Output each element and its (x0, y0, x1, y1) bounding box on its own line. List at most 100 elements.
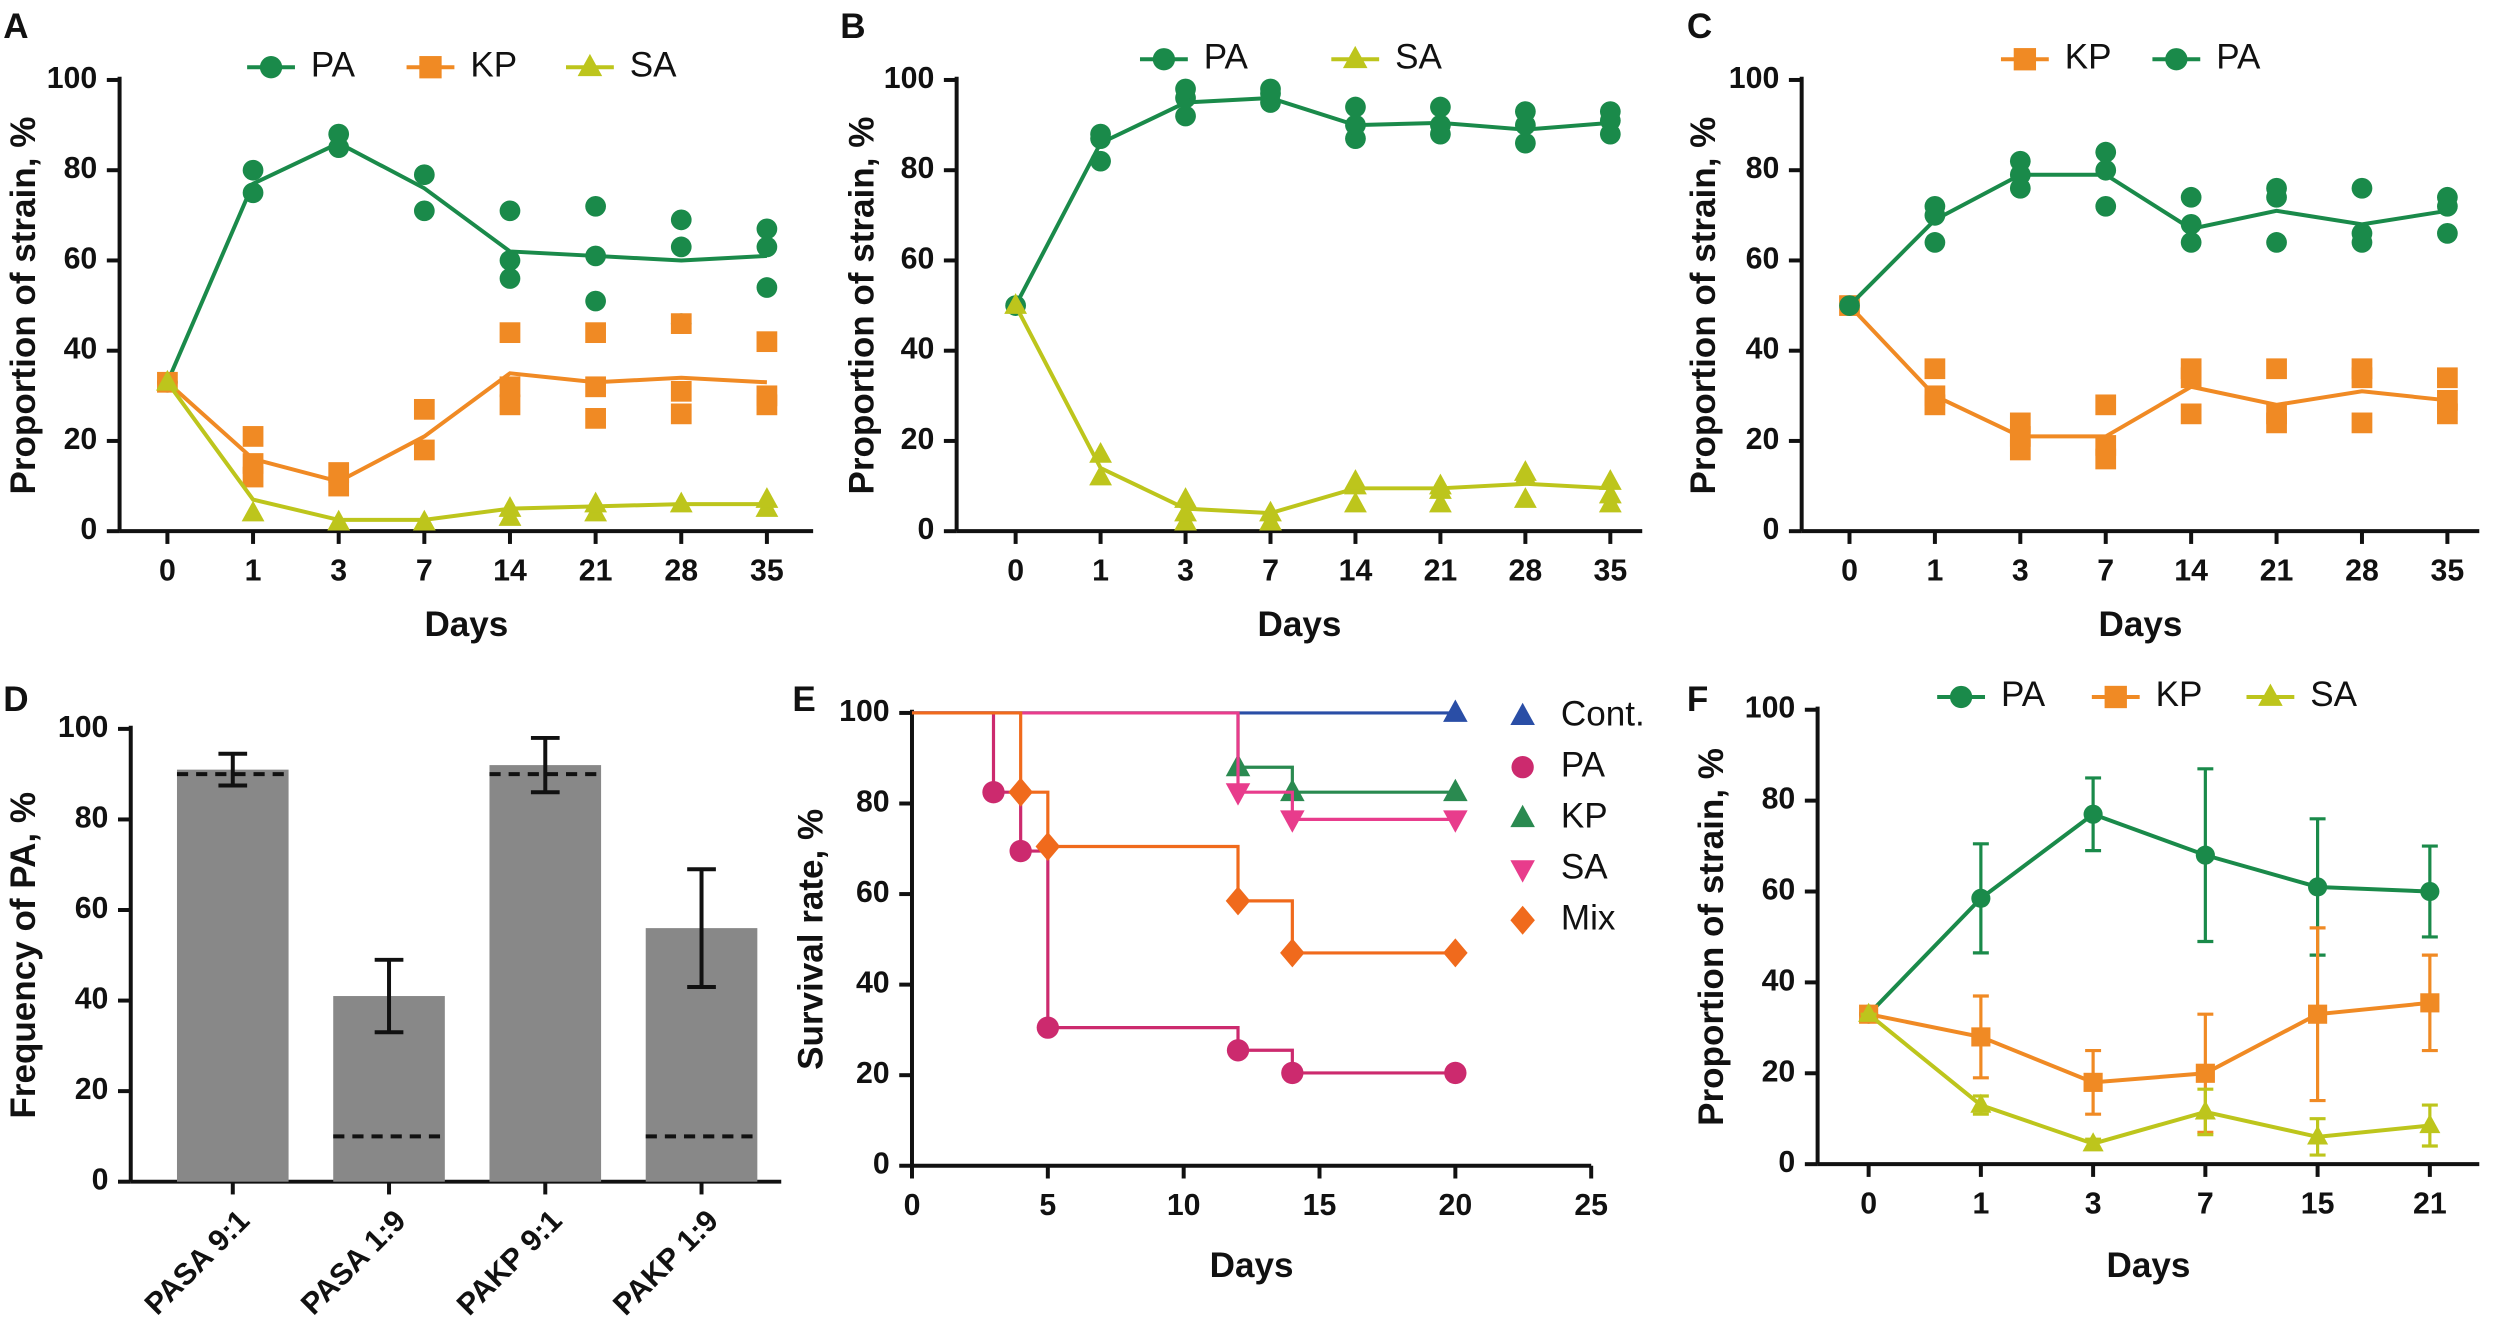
marker (242, 182, 264, 204)
marker (1839, 295, 1860, 316)
x-tick-label: 21 (1424, 555, 1458, 588)
marker (1510, 860, 1535, 883)
panel-letter: A (3, 7, 28, 46)
y-tick-label: 0 (1778, 1146, 1795, 1179)
y-tick-label: 40 (75, 983, 109, 1016)
series-line (1848, 304, 2448, 439)
y-tick-label: 60 (901, 242, 935, 275)
x-tick-label: 5 (1039, 1189, 1056, 1222)
x-tick-label: PAKP 1:9 (607, 1204, 725, 1322)
x-tick-label: PAKP 9:1 (451, 1204, 569, 1322)
x-tick-label: 7 (1262, 555, 1279, 588)
marker (2104, 685, 2127, 709)
marker (585, 290, 606, 312)
legend-label: PA (2001, 675, 2046, 714)
marker (1924, 358, 1946, 380)
marker (756, 385, 778, 407)
marker (2082, 1132, 2104, 1152)
marker (756, 236, 778, 258)
x-tick-label: 0 (904, 1189, 921, 1222)
marker (1971, 888, 1991, 908)
error-bar (374, 957, 404, 1035)
marker (1344, 491, 1367, 513)
series-line (1868, 1000, 2431, 1085)
y-tick-label: 40 (64, 333, 98, 366)
series-line (1867, 812, 2430, 1016)
marker (1259, 500, 1282, 522)
error-bar (530, 735, 560, 795)
series-line (166, 371, 768, 484)
marker (1515, 101, 1536, 122)
marker (1090, 150, 1111, 172)
legend-label: KP (470, 45, 517, 84)
y-tick-label: 20 (64, 423, 98, 456)
y-tick-label: 40 (1762, 964, 1796, 997)
marker (2351, 358, 2373, 380)
marker (413, 200, 435, 222)
marker (1004, 293, 1028, 314)
marker (2266, 232, 2287, 253)
y-axis-label: Proportion of strain, % (842, 117, 881, 495)
marker (2307, 1125, 2329, 1145)
x-tick-label: 1 (1972, 1188, 1989, 1221)
x-tick-label: 28 (664, 555, 698, 588)
y-tick-label: 100 (1729, 62, 1780, 95)
marker (242, 453, 264, 474)
marker (2095, 394, 2117, 416)
legend-label: SA (630, 45, 677, 84)
x-tick-label: 7 (416, 555, 433, 588)
marker (1036, 1016, 1059, 1039)
y-tick-label: 20 (75, 1073, 109, 1106)
marker (2195, 845, 2215, 865)
marker (1510, 702, 1535, 726)
legend-label: PA (311, 45, 356, 84)
x-axis-label: Days (2107, 1246, 2191, 1285)
marker (1443, 778, 1468, 802)
x-tick-label: 21 (579, 555, 613, 588)
y-tick-label: 0 (80, 513, 97, 546)
y-tick-label: 100 (839, 695, 890, 728)
x-tick-label: 3 (330, 555, 347, 588)
y-axis-label: Proportion of strain, % (4, 117, 43, 495)
marker (1152, 48, 1176, 71)
marker (2009, 150, 2031, 172)
series-line (1867, 1012, 2431, 1146)
marker (1598, 469, 1622, 490)
marker (1949, 685, 1973, 709)
marker (1225, 886, 1251, 916)
series-line (1848, 172, 2448, 307)
marker (499, 200, 521, 222)
y-axis-label: Survival rate, % (791, 809, 830, 1070)
y-axis-label: Frequency of PA, % (4, 792, 43, 1119)
marker (1443, 938, 1468, 968)
marker (1344, 469, 1367, 490)
y-tick-label: 60 (856, 876, 890, 909)
y-tick-label: 100 (47, 62, 98, 95)
marker (670, 313, 692, 334)
bar (176, 769, 289, 1182)
y-tick-label: 100 (1745, 692, 1796, 725)
marker (1174, 500, 1197, 522)
x-tick-label: 15 (2301, 1188, 2335, 1221)
marker (584, 491, 608, 513)
legend-label: KP (2065, 38, 2112, 77)
marker (1599, 101, 1621, 122)
marker (1342, 45, 1368, 69)
marker (2095, 141, 2117, 163)
marker (2308, 877, 2328, 897)
legend-label: PA (1204, 38, 1249, 77)
marker (1280, 778, 1305, 802)
y-tick-label: 0 (873, 1148, 890, 1181)
marker (242, 159, 264, 181)
marker (1090, 123, 1111, 145)
marker (2351, 223, 2373, 244)
marker (1226, 1039, 1250, 1062)
marker (2351, 412, 2373, 434)
series-line (165, 140, 768, 384)
x-tick-label: 28 (2345, 555, 2379, 588)
marker (1175, 78, 1196, 100)
marker (1280, 938, 1305, 968)
marker (1443, 699, 1468, 722)
y-tick-label: 80 (1762, 783, 1796, 816)
y-tick-label: 80 (1746, 152, 1780, 185)
